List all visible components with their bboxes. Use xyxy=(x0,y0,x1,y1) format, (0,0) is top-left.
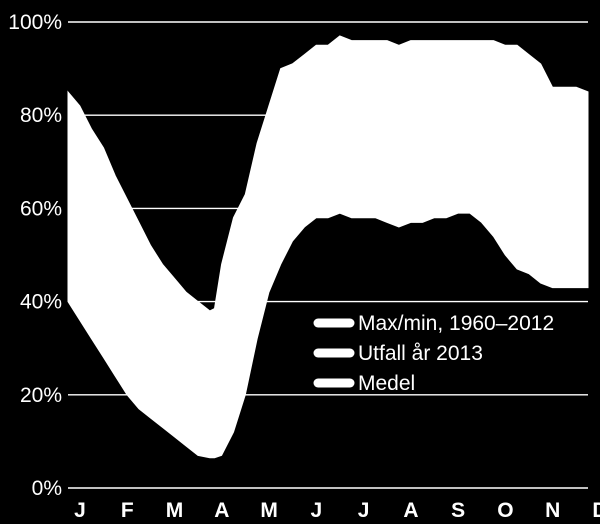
x-tick-label: F xyxy=(121,499,134,522)
y-tick-label: 0% xyxy=(32,477,62,500)
x-tick-label: O xyxy=(497,499,513,522)
x-tick-label: A xyxy=(214,499,229,522)
max-min-band xyxy=(67,35,589,459)
x-tick-label: A xyxy=(403,499,418,522)
x-tick-label: M xyxy=(166,499,184,522)
legend-label: Medel xyxy=(358,372,415,395)
legend-label: Max/min, 1960–2012 xyxy=(358,312,554,335)
y-axis-ticks: 100% 80% 60% 40% 20% 0% xyxy=(8,11,62,500)
x-tick-label: N xyxy=(545,499,560,522)
x-tick-label: M xyxy=(260,499,278,522)
x-axis-ticks: JFMAMJJASOND xyxy=(74,499,600,522)
y-tick-label: 40% xyxy=(20,291,62,314)
x-tick-label: S xyxy=(451,499,465,522)
y-tick-label: 100% xyxy=(8,11,62,34)
legend-label: Utfall år 2013 xyxy=(358,342,483,365)
y-tick-label: 80% xyxy=(20,104,62,127)
legend: Max/min, 1960–2012 Utfall år 2013 Medel xyxy=(313,312,554,395)
x-tick-label: J xyxy=(74,499,86,522)
y-tick-label: 60% xyxy=(20,197,62,220)
x-tick-label: D xyxy=(592,499,600,522)
x-tick-label: J xyxy=(311,499,323,522)
x-tick-label: J xyxy=(358,499,370,522)
band-area xyxy=(67,35,589,459)
y-tick-label: 20% xyxy=(20,384,62,407)
